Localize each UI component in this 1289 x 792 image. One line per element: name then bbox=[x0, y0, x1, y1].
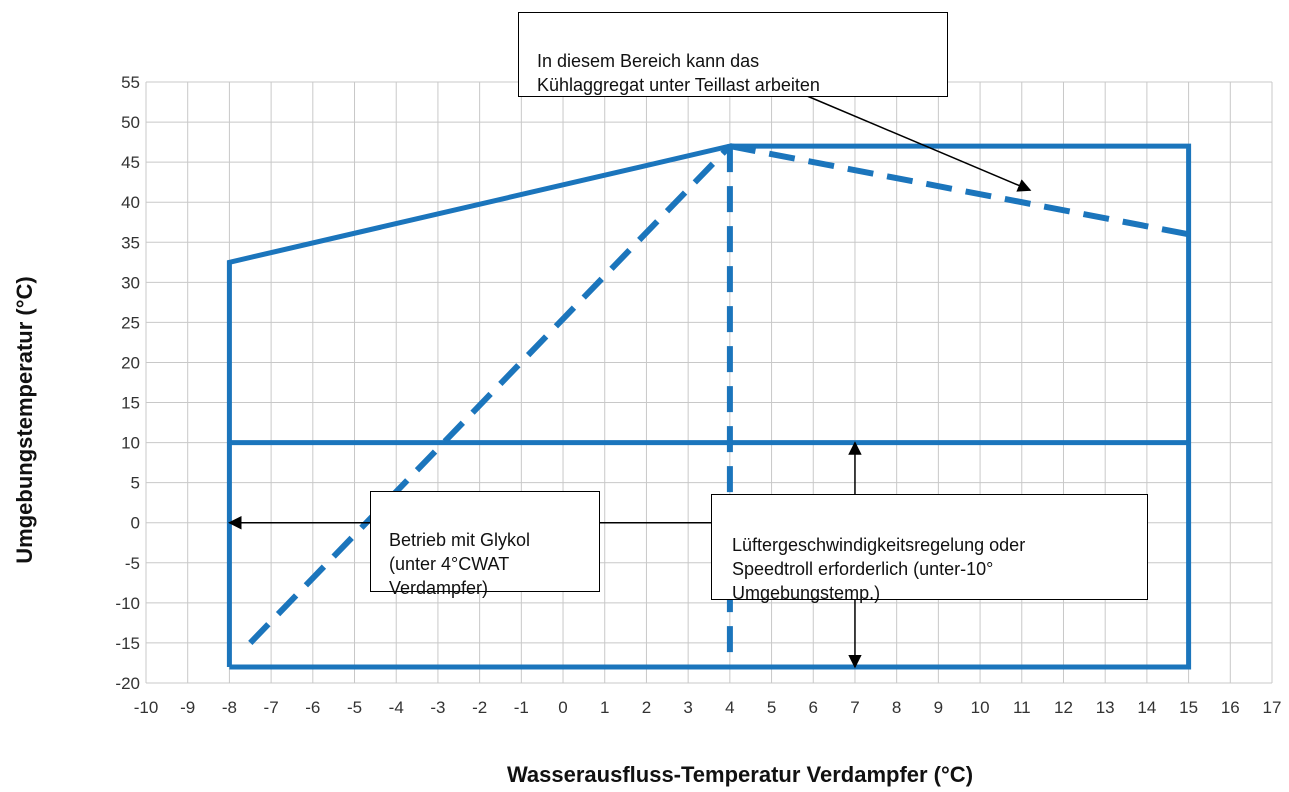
annotation-arrows bbox=[228, 92, 1032, 669]
y-tick-label-1: 50 bbox=[121, 113, 140, 132]
x-tick-label-22: 12 bbox=[1054, 698, 1073, 717]
x-tick-label-5: -5 bbox=[347, 698, 362, 717]
x-tick-label-13: 3 bbox=[683, 698, 692, 717]
annotation-teillast: In diesem Bereich kann das Kühlaggregat … bbox=[518, 12, 948, 97]
y-tick-label-12: -5 bbox=[125, 554, 140, 573]
x-tick-label-16: 6 bbox=[809, 698, 818, 717]
y-tick-label-6: 25 bbox=[121, 313, 140, 332]
series-line-2 bbox=[248, 144, 733, 645]
x-tick-label-0: -10 bbox=[134, 698, 159, 717]
y-tick-label-5: 30 bbox=[121, 273, 140, 292]
annotation-glykol-text: Betrieb mit Glykol (unter 4°CWAT Verdamp… bbox=[389, 530, 531, 598]
x-tick-label-10: 0 bbox=[558, 698, 567, 717]
y-tick-label-2: 45 bbox=[121, 153, 140, 172]
y-tick-label-9: 10 bbox=[121, 434, 140, 453]
x-tick-label-19: 9 bbox=[934, 698, 943, 717]
annotation-glykol: Betrieb mit Glykol (unter 4°CWAT Verdamp… bbox=[370, 491, 600, 598]
x-tick-label-26: 16 bbox=[1221, 698, 1240, 717]
y-tick-label-14: -15 bbox=[115, 634, 140, 653]
x-tick-label-15: 5 bbox=[767, 698, 776, 717]
y-tick-label-10: 5 bbox=[131, 474, 140, 493]
annotation-teillast-text: In diesem Bereich kann das Kühlaggregat … bbox=[537, 51, 820, 95]
y-tick-label-4: 35 bbox=[121, 233, 140, 252]
y-tick-label-15: -20 bbox=[115, 674, 140, 693]
x-tick-label-23: 13 bbox=[1096, 698, 1115, 717]
tick-labels: -10 -9 -8 -7 -6 -5 -4 -3 -2 -1 0 1 2 3 4 5 6 7 8 9 10 11 12 13 1… bbox=[115, 73, 1281, 717]
x-tick-label-27: 17 bbox=[1263, 698, 1282, 717]
x-tick-label-9: -1 bbox=[514, 698, 529, 717]
y-tick-label-0: 55 bbox=[121, 73, 140, 92]
x-tick-label-11: 1 bbox=[600, 698, 609, 717]
x-axis-title: Wasserausfluss-Temperatur Verdampfer (°C… bbox=[507, 762, 973, 787]
y-tick-label-8: 15 bbox=[121, 394, 140, 413]
annotation-lueftung: Lüftergeschwindigkeitsregelung oder Spee… bbox=[711, 494, 1148, 603]
y-tick-label-13: -10 bbox=[115, 594, 140, 613]
x-tick-label-17: 7 bbox=[850, 698, 859, 717]
x-tick-label-7: -3 bbox=[430, 698, 445, 717]
x-tick-label-12: 2 bbox=[642, 698, 651, 717]
series-line-0 bbox=[226, 143, 1192, 670]
x-tick-label-14: 4 bbox=[725, 698, 734, 717]
y-tick-label-11: 0 bbox=[131, 514, 140, 533]
x-tick-label-3: -7 bbox=[264, 698, 279, 717]
y-tick-label-3: 40 bbox=[121, 193, 140, 212]
x-tick-label-21: 11 bbox=[1013, 698, 1031, 717]
x-tick-label-25: 15 bbox=[1179, 698, 1198, 717]
y-tick-label-7: 20 bbox=[121, 353, 140, 372]
series-line-4 bbox=[729, 143, 1190, 238]
annotation-lueftung-text: Lüftergeschwindigkeitsregelung oder Spee… bbox=[732, 535, 1026, 603]
arrow-teillast bbox=[799, 92, 1032, 192]
x-tick-label-20: 10 bbox=[971, 698, 990, 717]
x-tick-label-18: 8 bbox=[892, 698, 901, 717]
series bbox=[226, 143, 1192, 670]
x-tick-label-2: -8 bbox=[222, 698, 237, 717]
x-tick-label-1: -9 bbox=[180, 698, 195, 717]
x-tick-label-24: 14 bbox=[1137, 698, 1156, 717]
x-tick-label-4: -6 bbox=[305, 698, 320, 717]
x-tick-label-8: -2 bbox=[472, 698, 487, 717]
x-tick-label-6: -4 bbox=[389, 698, 404, 717]
y-axis-title: Umgebungstemperatur (°C) bbox=[12, 276, 37, 563]
